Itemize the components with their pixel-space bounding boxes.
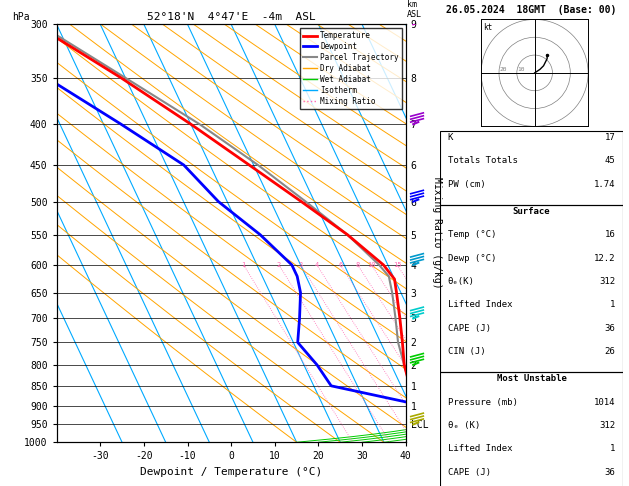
Text: km
ASL: km ASL [407,0,422,19]
Text: 4: 4 [314,262,319,268]
Bar [440,131,623,205]
Text: 36: 36 [604,468,615,477]
Text: Temp (°C): Temp (°C) [448,230,496,240]
Y-axis label: Mixing Ratio (g/kg): Mixing Ratio (g/kg) [432,177,442,289]
Text: 12.2: 12.2 [594,254,615,263]
Text: θₑ(K): θₑ(K) [448,277,474,286]
Legend: Temperature, Dewpoint, Parcel Trajectory, Dry Adiabat, Wet Adiabat, Isotherm, Mi: Temperature, Dewpoint, Parcel Trajectory… [300,28,402,109]
X-axis label: Dewpoint / Temperature (°C): Dewpoint / Temperature (°C) [140,467,322,477]
Text: 1: 1 [610,444,615,453]
Text: 17: 17 [604,133,615,142]
Text: PW (cm): PW (cm) [448,180,485,189]
Text: 16: 16 [604,230,615,240]
Text: K: K [448,133,453,142]
Text: 1.74: 1.74 [594,180,615,189]
Text: 3: 3 [299,262,303,268]
Text: 36: 36 [604,324,615,333]
Text: 1014: 1014 [594,398,615,407]
Text: 1: 1 [610,300,615,310]
Text: Most Unstable: Most Unstable [496,374,567,383]
Text: 6: 6 [338,262,343,268]
Text: Surface: Surface [513,207,550,216]
Text: Pressure (mb): Pressure (mb) [448,398,518,407]
Text: 26: 26 [604,347,615,356]
Text: CAPE (J): CAPE (J) [448,468,491,477]
Bar [440,372,623,486]
Text: CIN (J): CIN (J) [448,347,485,356]
Text: 1: 1 [242,262,246,268]
Text: 312: 312 [599,421,615,430]
Bar [440,205,623,372]
Text: Lifted Index: Lifted Index [448,300,512,310]
Text: 10: 10 [367,262,376,268]
Text: 15: 15 [393,262,401,268]
Text: 2: 2 [277,262,281,268]
Text: Dewp (°C): Dewp (°C) [448,254,496,263]
Text: hPa: hPa [13,12,30,22]
Text: θₑ (K): θₑ (K) [448,421,480,430]
Text: 26.05.2024  18GMT  (Base: 00): 26.05.2024 18GMT (Base: 00) [447,5,616,15]
Text: 312: 312 [599,277,615,286]
Text: kt: kt [483,23,493,32]
Text: CAPE (J): CAPE (J) [448,324,491,333]
Text: 45: 45 [604,156,615,166]
Text: 8: 8 [355,262,360,268]
Text: Totals Totals: Totals Totals [448,156,518,166]
Title: 52°18'N  4°47'E  -4m  ASL: 52°18'N 4°47'E -4m ASL [147,12,316,22]
Text: 20: 20 [500,67,508,72]
Text: 10: 10 [518,67,525,72]
Text: Lifted Index: Lifted Index [448,444,512,453]
